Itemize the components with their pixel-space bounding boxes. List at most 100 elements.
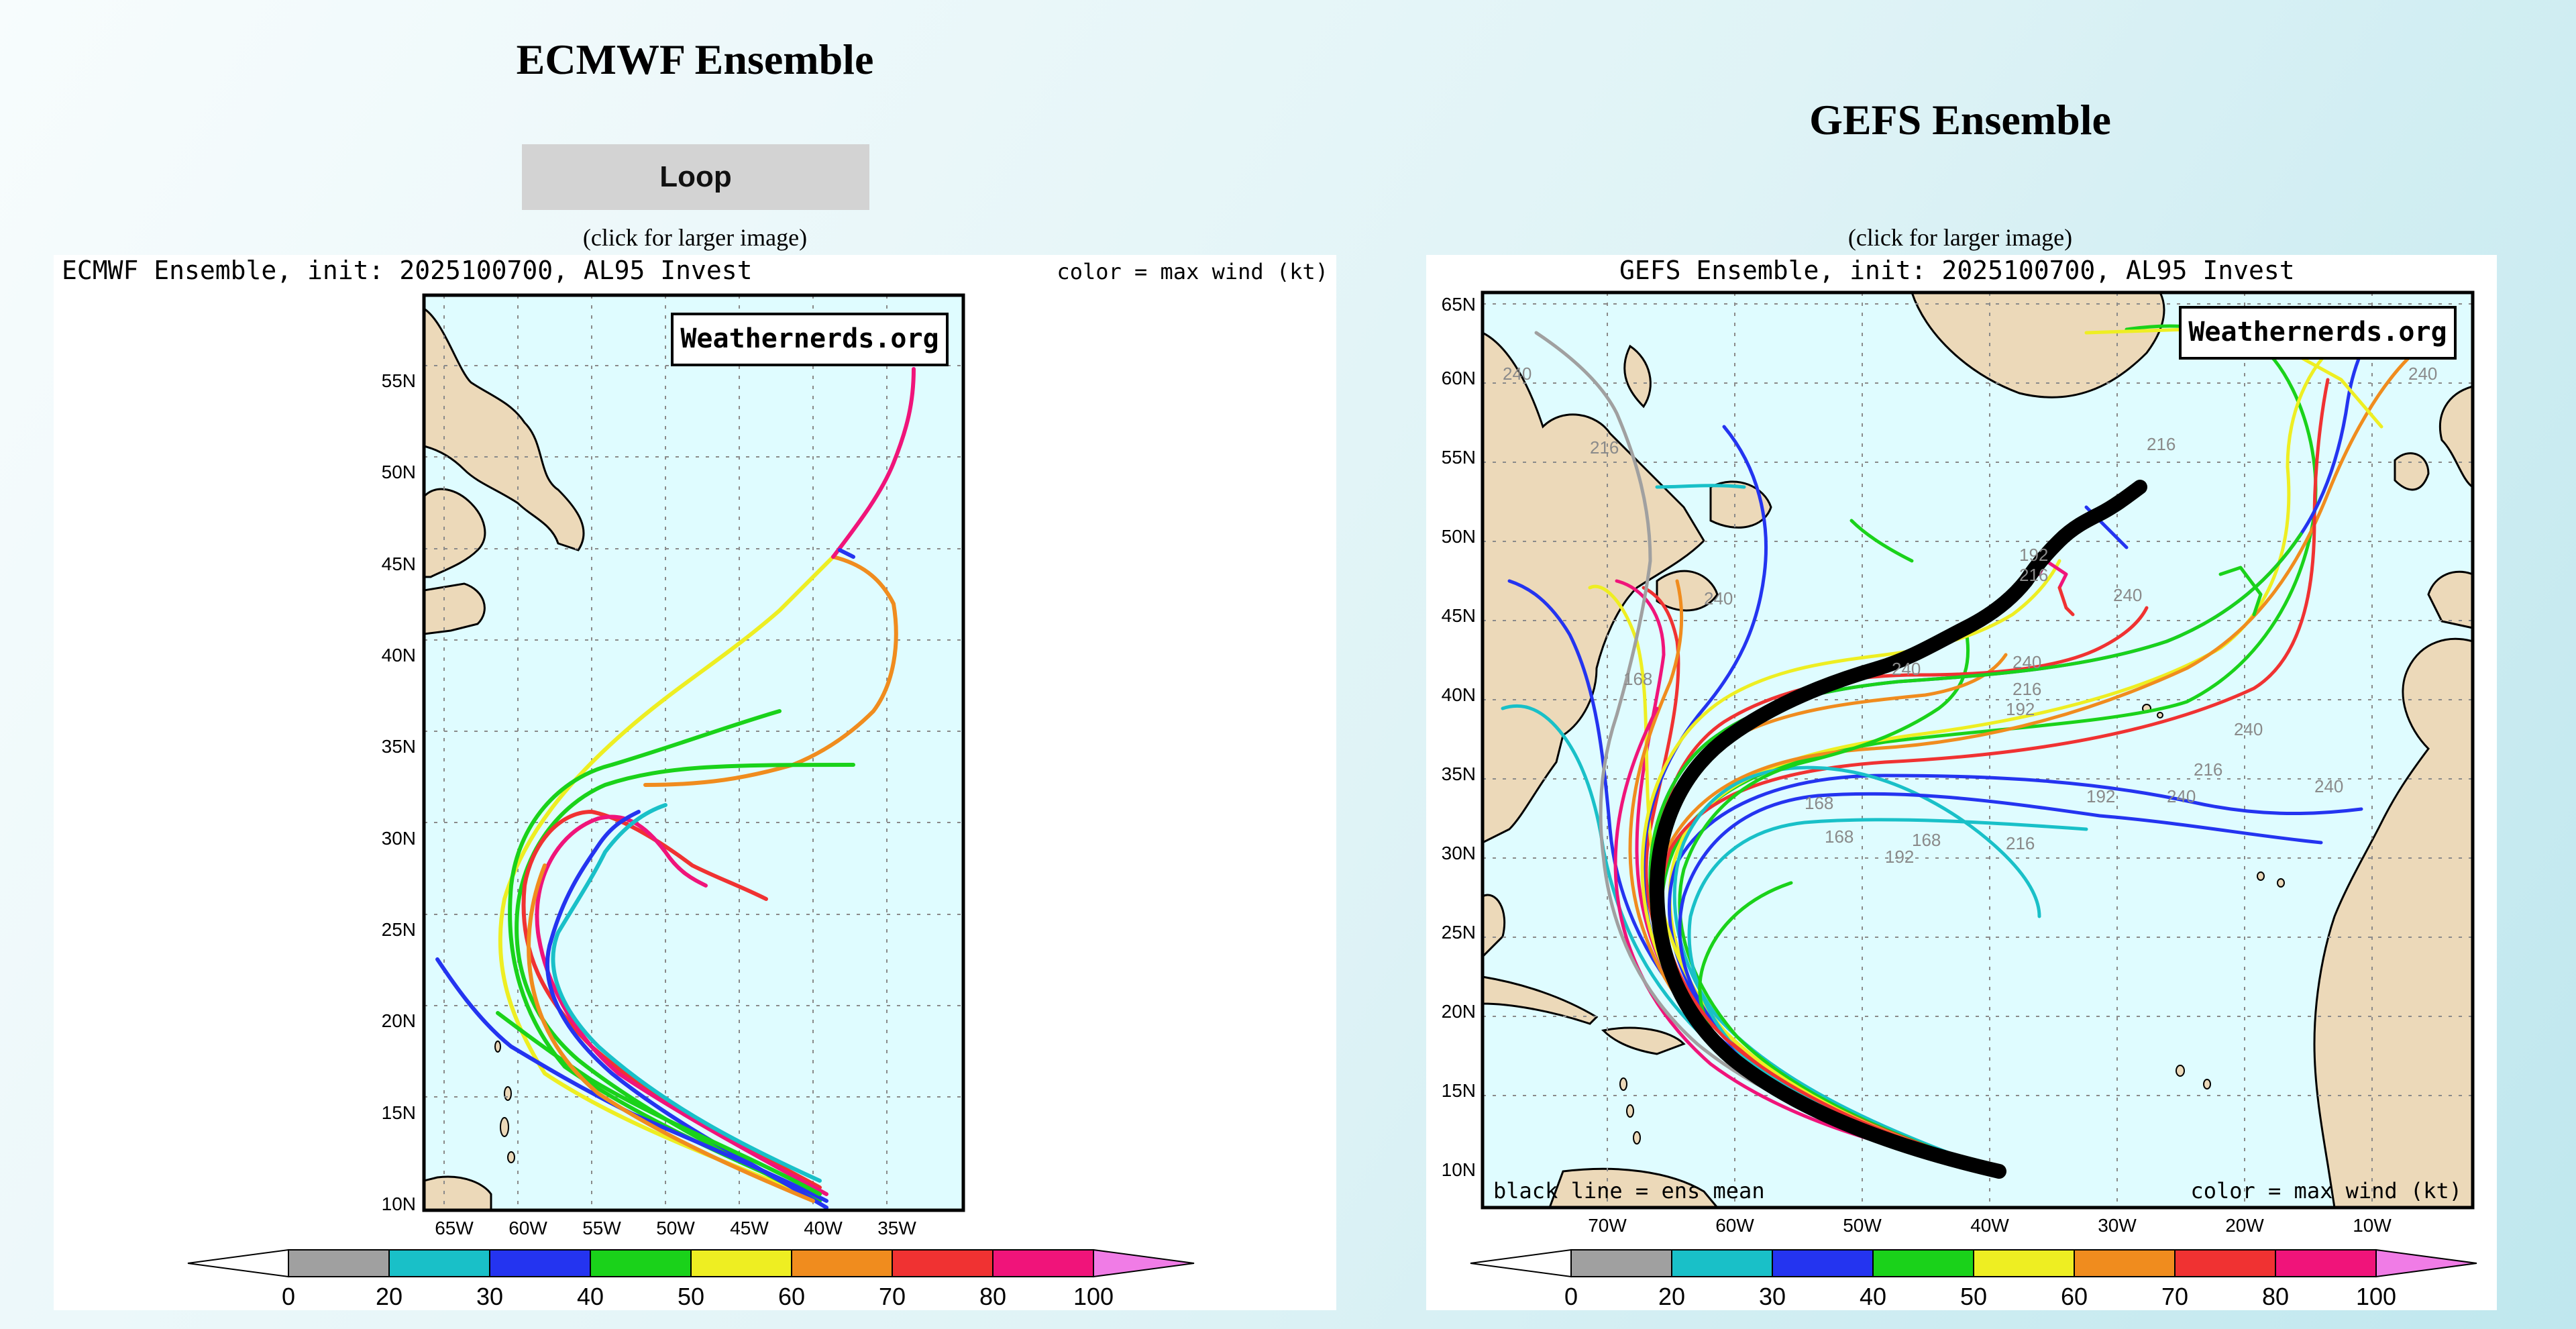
colorbar-swatch <box>1671 1249 1773 1277</box>
colorbar-swatch <box>489 1249 591 1277</box>
lat-label: 40N <box>1442 684 1476 705</box>
colorbar-swatch <box>791 1249 893 1277</box>
ecmwf-track <box>496 1011 822 1196</box>
gefs-islands <box>1619 704 2285 1145</box>
colorbar-swatch <box>388 1249 490 1277</box>
loop-button[interactable]: Loop <box>522 144 869 210</box>
lon-label: 30W <box>2098 1215 2137 1236</box>
lat-label: 35N <box>382 736 416 757</box>
lon-label: 50W <box>1843 1215 1882 1236</box>
lon-label: 45W <box>730 1218 769 1238</box>
ecmwf-islands <box>494 1041 515 1163</box>
hour-label: 216 <box>2147 434 2176 454</box>
lon-label: 50W <box>656 1218 695 1238</box>
gefs-map-svg: GEFS Ensemble, init: 2025100700, AL95 In… <box>1442 256 2477 1310</box>
lat-label: 40N <box>382 645 416 666</box>
lat-label: 10N <box>382 1193 416 1214</box>
colorbar-swatch <box>2074 1249 2176 1277</box>
ecmwf-land <box>423 307 585 1212</box>
lat-label: 20N <box>382 1010 416 1031</box>
ecmwf-click-note: (click for larger image) <box>582 224 808 251</box>
colorbar-tick: 20 <box>1658 1283 1685 1310</box>
lat-label: 25N <box>1442 922 1476 943</box>
gefs-track <box>1655 606 2149 1173</box>
lon-label: 70W <box>1588 1215 1627 1236</box>
colorbar-swatch <box>892 1249 994 1277</box>
gefs-watermark: Weathernerds.org <box>2179 306 2457 360</box>
lon-label: 40W <box>804 1218 843 1238</box>
colorbar-swatch <box>1973 1249 2075 1277</box>
colorbar-tick: 50 <box>678 1283 704 1310</box>
colorbar-swatch <box>992 1249 1094 1277</box>
gefs-map-title: GEFS Ensemble, init: 2025100700, AL95 In… <box>1619 256 2295 285</box>
colorbar-tick: 100 <box>2356 1283 2396 1310</box>
gefs-map-frame <box>1481 290 2475 1210</box>
hour-label: 192 <box>2006 699 2035 719</box>
ecmwf-watermark-text: Weathernerds.org <box>680 323 938 354</box>
colorbar-tick: 30 <box>476 1283 503 1310</box>
colorbar-swatch <box>590 1249 692 1277</box>
ecmwf-map-title: ECMWF Ensemble, init: 2025100700, AL95 I… <box>62 256 753 285</box>
gefs-hour-labels: 240 216 240 216 192 216 240 168 240 240 … <box>1503 364 2437 867</box>
colorbar-swatch <box>2275 1249 2377 1277</box>
colorbar-tick: 100 <box>1073 1283 1114 1310</box>
gefs-lon-labels: 70W 60W 50W 40W 30W 20W 10W <box>1588 1215 2392 1236</box>
colorbar-swatches <box>1570 1249 2377 1277</box>
hour-label: 168 <box>1825 827 1854 847</box>
ecmwf-grid <box>424 295 963 1210</box>
ecmwf-watermark: Weathernerds.org <box>671 313 949 366</box>
ecmwf-map-svg: ECMWF Ensemble, init: 2025100700, AL95 I… <box>62 256 1328 1310</box>
hour-label: 216 <box>2019 565 2048 585</box>
ecmwf-track <box>643 555 898 787</box>
colorbar-tick: 30 <box>1759 1283 1786 1310</box>
colorbar-swatch <box>2174 1249 2276 1277</box>
lat-label: 30N <box>1442 843 1476 863</box>
gefs-track <box>1655 484 1746 489</box>
ecmwf-track <box>535 814 828 1196</box>
gefs-heading: GEFS Ensemble <box>1809 96 2111 144</box>
colorbar-low-end <box>187 1248 289 1278</box>
ecmwf-legend-caption: color = max wind (kt) <box>1057 259 1328 284</box>
ecmwf-map-panel[interactable]: ECMWF Ensemble, init: 2025100700, AL95 I… <box>54 255 1336 1310</box>
hour-label: 240 <box>1704 588 1733 608</box>
ecmwf-tracks <box>435 367 916 1210</box>
hour-label: 240 <box>1892 659 1921 679</box>
hour-label: 240 <box>2408 364 2437 384</box>
lon-label: 60W <box>508 1218 547 1238</box>
hour-label: 192 <box>1885 847 1914 867</box>
lat-label: 15N <box>1442 1080 1476 1101</box>
lat-label: 25N <box>382 919 416 940</box>
lon-label: 40W <box>1970 1215 2009 1236</box>
ecmwf-track <box>527 863 815 1203</box>
hour-label: 240 <box>2234 719 2263 739</box>
lat-label: 35N <box>1442 763 1476 784</box>
colorbar-tick: 70 <box>879 1283 906 1310</box>
gefs-track <box>2218 566 2263 617</box>
hour-label: 192 <box>2019 545 2048 565</box>
lon-label: 35W <box>877 1218 916 1238</box>
gefs-colorbar: 0 20 30 40 50 60 70 80 100 <box>1470 1248 2477 1310</box>
lat-label: 65N <box>1442 294 1476 315</box>
hour-label: 240 <box>2113 585 2142 605</box>
gefs-map-panel[interactable]: GEFS Ensemble, init: 2025100700, AL95 In… <box>1426 255 2497 1310</box>
hour-label: 192 <box>2086 786 2115 806</box>
ecmwf-track <box>508 709 815 1196</box>
lon-label: 20W <box>2225 1215 2264 1236</box>
gefs-ensemble-mean-track <box>1649 480 2147 1179</box>
gefs-ens-mean-note: black line = ens mean <box>1493 1178 1765 1204</box>
colorbar-swatch <box>1570 1249 1672 1277</box>
hour-label: 240 <box>2012 652 2041 672</box>
hour-label: 240 <box>2167 786 2196 806</box>
colorbar-high-end <box>1093 1248 1195 1278</box>
colorbar-swatches <box>288 1249 1094 1277</box>
lat-label: 30N <box>382 828 416 849</box>
lat-label: 50N <box>382 462 416 482</box>
gefs-track <box>1849 519 1914 563</box>
ecmwf-lat-labels: 10N 15N 20N 25N 30N 35N 40N 45N 50N 55N <box>382 370 416 1214</box>
hour-label: 240 <box>2314 776 2343 796</box>
colorbar-high-end <box>2375 1248 2477 1278</box>
hour-label: 168 <box>1912 830 1941 850</box>
colorbar-tick: 70 <box>2161 1283 2188 1310</box>
ecmwf-heading: ECMWF Ensemble <box>516 36 874 83</box>
hour-label: 216 <box>2194 759 2222 780</box>
